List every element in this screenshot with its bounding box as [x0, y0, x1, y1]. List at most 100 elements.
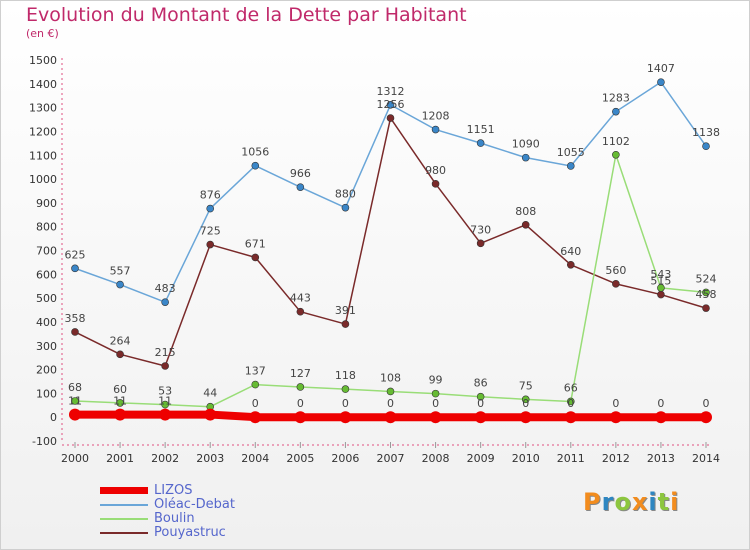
data-point-boulin — [521, 395, 530, 404]
data-label-pouyastruc: 560 — [605, 264, 626, 277]
data-label-boulin: 99 — [429, 374, 443, 387]
x-tick-label: 2006 — [331, 452, 359, 465]
series-line-boulin — [74, 154, 707, 408]
x-tick-label: 2008 — [422, 452, 450, 465]
data-point-lizos — [519, 411, 532, 424]
data-label-ol-ac-debat: 1407 — [647, 62, 675, 75]
data-point-lizos — [339, 411, 352, 424]
data-label-pouyastruc: 358 — [65, 312, 86, 325]
data-label-boulin: 118 — [335, 369, 356, 382]
data-label-boulin: 75 — [519, 379, 533, 392]
y-tick-label: 200 — [36, 364, 57, 377]
data-label-pouyastruc: 1256 — [377, 98, 405, 111]
x-tick-label: 2007 — [377, 452, 405, 465]
data-point-boulin — [431, 389, 440, 398]
data-point-lizos — [114, 408, 127, 421]
data-label-ol-ac-debat: 876 — [200, 189, 221, 202]
data-point-boulin — [296, 383, 305, 391]
data-point-pouyastruc — [386, 114, 395, 122]
data-label-ol-ac-debat: 625 — [65, 248, 86, 261]
data-point-ol-ac-debat — [386, 100, 395, 109]
y-tick-label: 800 — [36, 221, 57, 234]
data-label-pouyastruc: 458 — [696, 288, 717, 301]
data-point-ol-ac-debat — [431, 125, 440, 134]
data-point-lizos — [384, 411, 397, 424]
data-label-boulin: 524 — [696, 272, 717, 285]
data-point-ol-ac-debat — [566, 162, 575, 170]
data-point-pouyastruc — [476, 239, 485, 248]
y-tick-label: 700 — [36, 245, 57, 258]
legend-item-boulin: Boulin — [100, 511, 320, 526]
data-label-lizos: 0 — [252, 397, 259, 410]
data-label-ol-ac-debat: 1055 — [557, 146, 585, 159]
data-label-lizos: 0 — [612, 397, 619, 410]
data-label-pouyastruc: 264 — [110, 334, 131, 347]
data-label-ol-ac-debat: 1138 — [692, 126, 720, 139]
data-label-lizos: 0 — [342, 397, 349, 410]
data-point-lizos — [654, 411, 667, 424]
data-label-boulin: 108 — [380, 371, 401, 384]
data-point-pouyastruc — [431, 180, 440, 188]
data-label-lizos: 11 — [113, 395, 127, 408]
data-label-ol-ac-debat: 1056 — [241, 146, 269, 159]
y-tick-label: 0 — [50, 411, 57, 424]
data-point-pouyastruc — [702, 304, 710, 312]
x-tick-label: 2003 — [196, 452, 224, 465]
data-point-ol-ac-debat — [702, 142, 710, 151]
data-point-lizos — [69, 408, 81, 421]
y-tick-label: 900 — [36, 197, 57, 210]
data-point-pouyastruc — [116, 350, 124, 359]
data-point-pouyastruc — [296, 307, 305, 316]
data-point-pouyastruc — [251, 253, 260, 262]
data-label-ol-ac-debat: 1090 — [512, 138, 540, 151]
data-point-lizos — [564, 411, 577, 424]
x-tick-label: 2012 — [602, 452, 630, 465]
data-point-boulin — [71, 397, 79, 405]
y-tick-label: 500 — [36, 292, 57, 305]
data-label-pouyastruc: 515 — [650, 275, 671, 288]
data-point-ol-ac-debat — [251, 161, 260, 170]
x-tick-label: 2002 — [151, 452, 179, 465]
legend-label-lizos: LIZOS — [154, 483, 193, 498]
data-point-boulin — [386, 387, 395, 396]
data-point-boulin — [251, 380, 260, 389]
chart-subtitle: (en €) — [26, 27, 59, 40]
legend-item-oleac-debat: Oléac-Debat — [100, 497, 320, 512]
data-point-lizos — [700, 411, 712, 424]
data-label-pouyastruc: 443 — [290, 292, 311, 305]
data-label-lizos: 0 — [387, 397, 394, 410]
proxiti-logo: Proxiti — [583, 488, 679, 516]
y-tick-label: 100 — [36, 387, 57, 400]
x-tick-label: 2000 — [61, 452, 89, 465]
legend-swatch-oleac-debat — [100, 504, 148, 506]
data-point-pouyastruc — [341, 320, 350, 328]
data-label-pouyastruc: 808 — [515, 205, 536, 218]
legend-item-lizos: LIZOS — [100, 483, 320, 498]
data-label-ol-ac-debat: 1208 — [422, 110, 450, 123]
data-label-pouyastruc: 671 — [245, 237, 266, 250]
y-tick-label: 600 — [36, 268, 57, 281]
data-point-lizos — [159, 408, 172, 421]
data-point-lizos — [294, 411, 307, 424]
x-tick-label: 2013 — [647, 452, 675, 465]
data-point-lizos — [429, 411, 442, 424]
legend-label-pouyastruc: Pouyastruc — [154, 525, 226, 540]
data-point-boulin — [566, 397, 575, 406]
logo-letter: r — [601, 488, 615, 516]
data-point-boulin — [702, 288, 710, 297]
data-label-lizos: 0 — [297, 397, 304, 410]
data-label-boulin: 86 — [474, 377, 488, 390]
x-tick-label: 2004 — [241, 452, 269, 465]
chart-title: Evolution du Montant de la Dette par Hab… — [26, 4, 467, 26]
legend-swatch-boulin — [100, 518, 148, 520]
x-tick-label: 2011 — [557, 452, 585, 465]
data-label-lizos: 11 — [68, 395, 82, 408]
axes: -100010020030040050060070080090010001100… — [29, 54, 720, 465]
y-tick-label: -100 — [32, 435, 57, 448]
data-label-boulin: 44 — [203, 387, 217, 400]
logo-letter: x — [631, 488, 649, 516]
data-label-lizos: 0 — [567, 397, 574, 410]
data-label-ol-ac-debat: 1312 — [377, 85, 405, 98]
x-tick-label: 2010 — [512, 452, 540, 465]
data-label-boulin: 53 — [158, 385, 172, 398]
